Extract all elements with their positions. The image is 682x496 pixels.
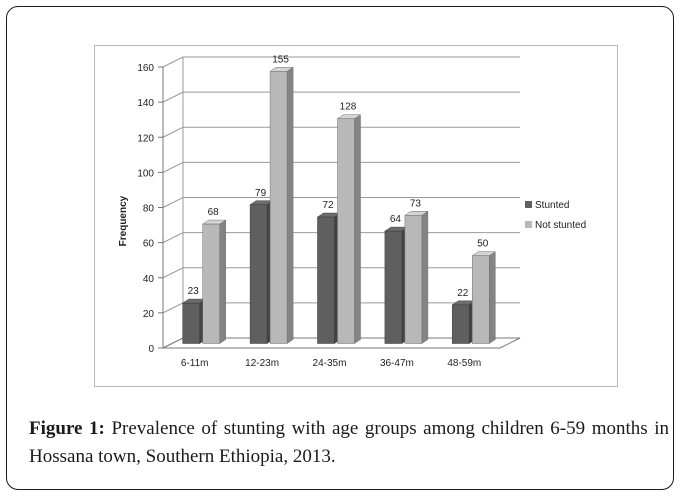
y-axis-title: Frequency [118,195,129,246]
bar-0-3 [384,230,403,344]
y-tick-label-6: 120 [137,133,154,144]
legend-label-1: Not stunted [535,220,586,231]
data-label-0-0: 23 [188,286,200,297]
caption-text: Prevalence of stunting with age groups a… [29,418,669,467]
x-tick-label-1: 12-23m [245,358,279,369]
bar-1-1 [269,71,288,344]
bar-1-2 [337,118,355,344]
gridline-7 [162,91,520,103]
y-tick-label-7: 140 [137,98,154,109]
y-tick-label-3: 60 [143,239,155,250]
data-label-0-3: 64 [390,214,402,225]
data-label-1-3: 73 [410,198,422,209]
gridline-8 [162,56,520,68]
y-tick-label-1: 20 [143,309,155,320]
y-tick-label-2: 40 [143,274,155,285]
figure-caption: Figure 1: Prevalence of stunting with ag… [29,415,669,471]
bar-side-1-3 [421,210,429,344]
caption-label: Figure 1: [29,418,105,439]
bar-1-0 [202,223,220,344]
bar-chart: 0 20 40 60 80 100 120 140 160 Frequency 23 68 6-11m 7… [118,54,586,369]
data-label-1-1: 155 [272,54,289,65]
y-tick-label-5: 100 [137,168,154,179]
legend-swatch-0 [525,201,532,208]
bar-side-1-4 [489,251,496,344]
bar-0-0 [182,302,200,344]
bar-1-3 [404,215,423,344]
y-tick-label-4: 80 [143,204,155,215]
x-tick-label-3: 36-47m [380,358,414,369]
data-label-0-4: 22 [457,288,469,299]
bar-0-4 [452,304,470,344]
y-tick-label-8: 160 [137,63,154,74]
x-tick-label-2: 24-35m [313,358,347,369]
legend-label-0: Stunted [535,200,569,211]
bar-side-1-2 [354,114,361,344]
bar-side-1-1 [286,66,294,344]
bar-1-4 [472,255,490,344]
data-label-1-2: 128 [340,102,357,113]
x-tick-label-4: 48-59m [447,358,481,369]
bar-side-1-0 [219,219,226,344]
bar-0-1 [249,204,268,344]
y-tick-label-0: 0 [148,344,154,355]
figure-frame: 0 20 40 60 80 100 120 140 160 Frequency 23 68 6-11m 7… [6,6,674,490]
bar-0-2 [317,216,335,344]
data-label-0-1: 79 [255,188,267,199]
data-label-1-0: 68 [208,207,220,218]
data-label-0-2: 72 [322,200,334,211]
legend-swatch-1 [525,221,532,228]
chart-box: 0 20 40 60 80 100 120 140 160 Frequency 23 68 6-11m 7… [94,45,618,387]
data-label-1-4: 50 [477,239,489,250]
x-tick-label-0: 6-11m [181,358,209,369]
